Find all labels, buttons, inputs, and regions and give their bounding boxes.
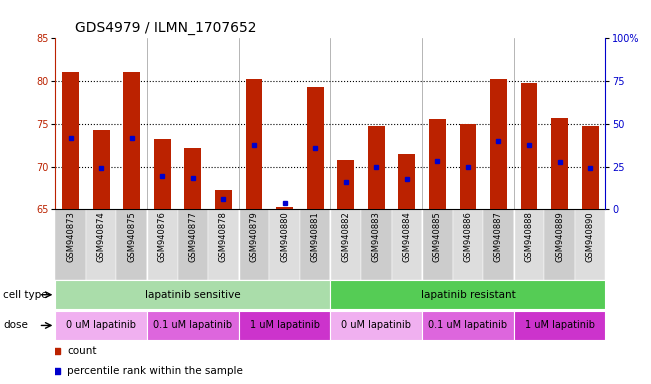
Text: GSM940876: GSM940876	[158, 212, 167, 262]
Text: GSM940884: GSM940884	[402, 212, 411, 262]
Bar	[460, 124, 477, 209]
Text: GSM940883: GSM940883	[372, 212, 381, 262]
Bar	[245, 79, 262, 209]
Bar	[398, 154, 415, 209]
Text: GSM940890: GSM940890	[586, 212, 594, 262]
Bar	[490, 79, 507, 209]
Bar	[178, 209, 208, 280]
Bar	[86, 209, 117, 280]
Bar	[270, 209, 300, 280]
Text: GSM940879: GSM940879	[249, 212, 258, 262]
Bar	[422, 209, 452, 280]
Text: GDS4979 / ILMN_1707652: GDS4979 / ILMN_1707652	[75, 21, 256, 35]
Bar	[55, 209, 86, 280]
Bar	[452, 209, 483, 280]
Text: GSM940878: GSM940878	[219, 212, 228, 262]
Bar	[239, 209, 270, 280]
Bar	[330, 311, 422, 340]
Text: 0.1 uM lapatinib: 0.1 uM lapatinib	[428, 320, 508, 331]
Text: lapatinib resistant: lapatinib resistant	[421, 290, 516, 300]
Bar	[154, 139, 171, 209]
Text: GSM940875: GSM940875	[127, 212, 136, 262]
Text: GSM940886: GSM940886	[464, 212, 473, 262]
Bar	[300, 209, 330, 280]
Bar	[582, 126, 598, 209]
Text: count: count	[67, 346, 96, 356]
Text: GSM940887: GSM940887	[494, 212, 503, 262]
Text: 0.1 uM lapatinib: 0.1 uM lapatinib	[153, 320, 232, 331]
Text: GSM940877: GSM940877	[188, 212, 197, 262]
Text: dose: dose	[3, 320, 28, 331]
Text: GSM940873: GSM940873	[66, 212, 75, 262]
Bar	[483, 209, 514, 280]
Text: GSM940885: GSM940885	[433, 212, 442, 262]
Bar	[330, 280, 605, 309]
Bar	[208, 209, 239, 280]
Text: 1 uM lapatinib: 1 uM lapatinib	[525, 320, 594, 331]
Bar	[514, 311, 605, 340]
Bar	[551, 118, 568, 209]
Text: percentile rank within the sample: percentile rank within the sample	[67, 366, 243, 376]
Text: 1 uM lapatinib: 1 uM lapatinib	[249, 320, 320, 331]
Bar	[521, 83, 538, 209]
Bar	[330, 209, 361, 280]
Bar	[429, 119, 446, 209]
Bar	[147, 209, 178, 280]
Text: 0 uM lapatinib: 0 uM lapatinib	[341, 320, 411, 331]
Bar	[575, 209, 605, 280]
Bar	[123, 72, 140, 209]
Bar	[55, 280, 330, 309]
Bar	[55, 311, 147, 340]
Bar	[514, 209, 544, 280]
Text: GSM940874: GSM940874	[97, 212, 105, 262]
Text: 0 uM lapatinib: 0 uM lapatinib	[66, 320, 136, 331]
Bar	[239, 311, 330, 340]
Bar	[422, 311, 514, 340]
Text: cell type: cell type	[3, 290, 48, 300]
Bar	[544, 209, 575, 280]
Text: GSM940880: GSM940880	[280, 212, 289, 262]
Text: GSM940888: GSM940888	[525, 212, 534, 262]
Bar	[147, 311, 239, 340]
Bar	[361, 209, 391, 280]
Text: GSM940889: GSM940889	[555, 212, 564, 262]
Text: GSM940881: GSM940881	[311, 212, 320, 262]
Bar	[337, 160, 354, 209]
Bar	[276, 207, 293, 209]
Bar	[391, 209, 422, 280]
Bar	[184, 148, 201, 209]
Bar	[368, 126, 385, 209]
Bar	[215, 190, 232, 209]
Bar	[307, 87, 324, 209]
Bar	[117, 209, 147, 280]
Bar	[62, 72, 79, 209]
Text: GSM940882: GSM940882	[341, 212, 350, 262]
Bar	[93, 130, 109, 209]
Text: lapatinib sensitive: lapatinib sensitive	[145, 290, 241, 300]
